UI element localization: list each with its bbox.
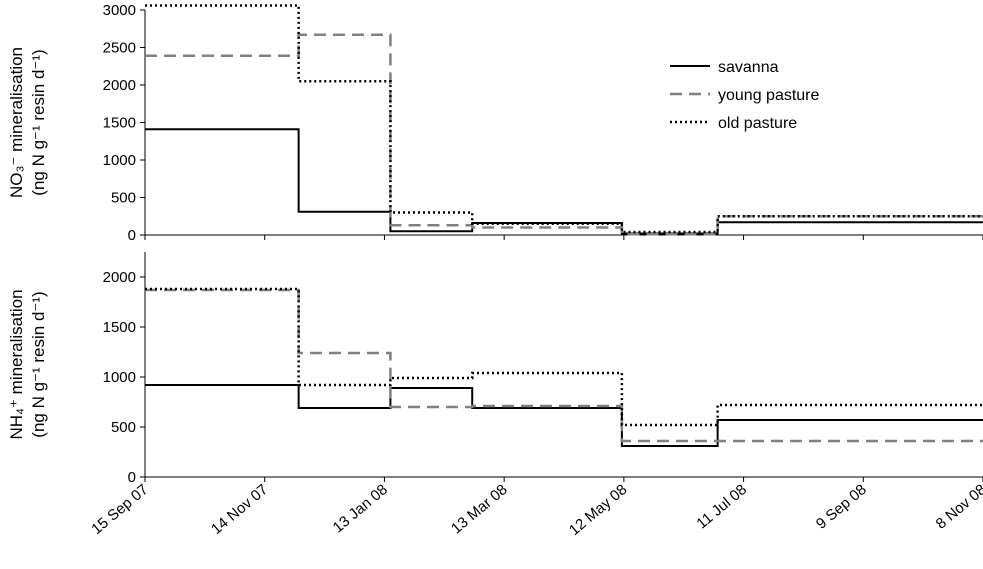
x-tick-label: 8 Nov 08 — [933, 481, 983, 533]
y-axis-label-units: (ng N g⁻¹ resin d⁻¹) — [29, 291, 48, 437]
y-tick-label: 2500 — [103, 40, 136, 57]
legend-entry: savanna — [718, 59, 779, 76]
y-axis-label-units: (ng N g⁻¹ resin d⁻¹) — [29, 49, 48, 195]
x-tick-label: 12 May 08 — [566, 481, 631, 539]
x-tick-label: 15 Sep 07 — [88, 481, 151, 538]
legend-entry: young pasture — [718, 87, 820, 104]
y-tick-label: 500 — [111, 190, 136, 207]
y-tick-label: 3000 — [103, 2, 136, 19]
series-line-young-pasture — [145, 33, 983, 236]
x-tick-label: 11 Jul 08 — [693, 481, 750, 532]
series-line-young-pasture — [145, 288, 983, 443]
x-tick-label: 14 Nov 07 — [208, 481, 271, 538]
series-line-old-pasture — [145, 4, 983, 234]
legend-entry: old pasture — [718, 115, 797, 132]
y-tick-label: 1000 — [103, 369, 136, 386]
legend: savanna young pasture old pasture — [670, 59, 820, 132]
y-tick-label: 0 — [128, 469, 136, 486]
x-tick-label: 13 Jan 08 — [330, 481, 391, 536]
y-axis-label: NH₄⁺ mineralisation — [7, 289, 26, 439]
ammonium-panel: 0 500 1000 1500 2000 15 Sep 07 14 Nov 07 13 Jan… — [7, 252, 983, 539]
y-tick-label: 1000 — [103, 152, 136, 169]
nitrate-panel: 0 500 1000 1500 2000 2500 3000 NO₃⁻ mineralisat… — [7, 2, 983, 244]
y-tick-label: 1500 — [103, 319, 136, 336]
x-tick-label: 13 Mar 08 — [448, 481, 511, 537]
y-axis-label: NO₃⁻ mineralisation — [7, 47, 26, 198]
x-tick-label: 9 Sep 08 — [813, 481, 870, 533]
y-tick-label: 2000 — [103, 269, 136, 286]
series-line-savanna — [145, 128, 983, 235]
y-tick-label: 500 — [111, 419, 136, 436]
series-line-savanna — [145, 384, 983, 447]
y-tick-label: 0 — [128, 227, 136, 244]
series-line-old-pasture — [145, 287, 983, 427]
y-tick-label: 1500 — [103, 115, 136, 132]
y-tick-label: 2000 — [103, 77, 136, 94]
